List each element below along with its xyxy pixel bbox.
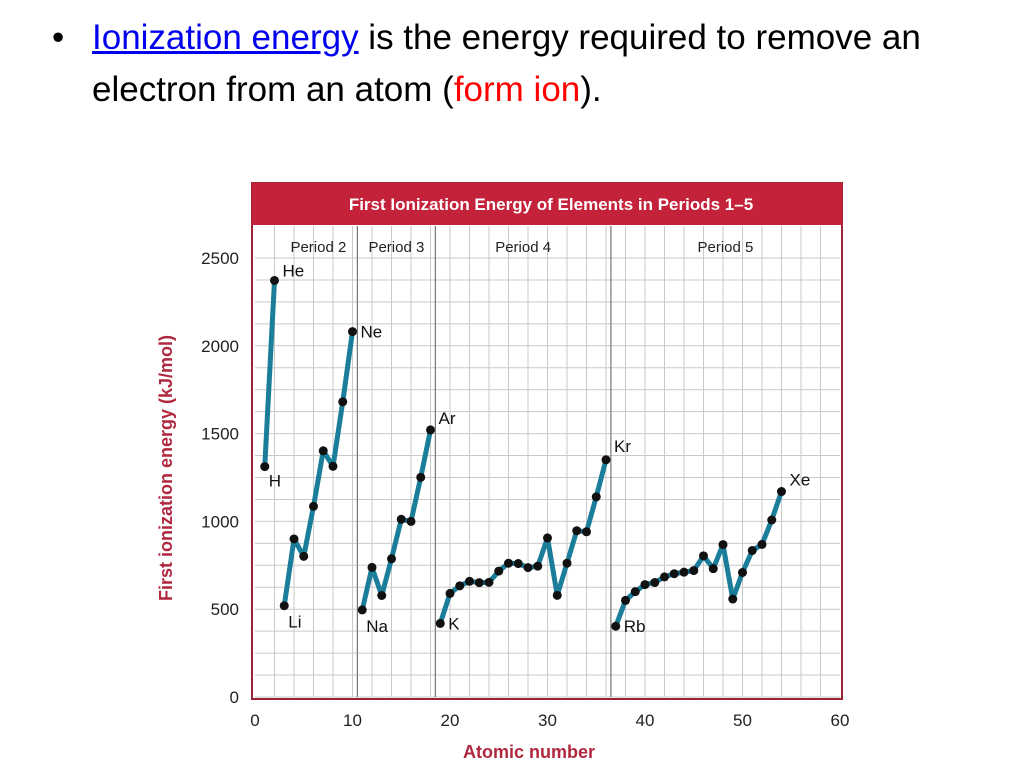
data-points [260,275,786,631]
data-point [289,534,299,544]
element-labels: H He Li Ne Na Ar K Kr Rb Xe [269,261,811,636]
data-point [309,501,318,511]
data-point [270,275,279,285]
x-tick-label: 40 [636,711,655,730]
x-tick-label: 30 [538,711,557,730]
data-point [523,563,533,573]
element-label: Ar [439,409,456,428]
period-label: Period 2 [290,239,346,256]
x-tick-label: 60 [831,711,850,730]
form-ion-highlight: form ion [453,70,581,109]
y-tick-label: 2000 [201,337,239,356]
data-point [708,564,718,574]
data-point [738,567,747,577]
definition-end: ). [580,70,602,109]
data-point [513,559,523,569]
element-label: K [448,614,460,633]
y-tick-label: 2500 [201,249,239,268]
data-point [396,514,406,524]
period-label: Period 5 [698,239,754,256]
x-tick-label: 50 [733,711,752,730]
data-point [630,587,640,597]
period-labels: Period 2 Period 3 Period 4 Period 5 [290,226,753,697]
data-point [406,516,416,526]
element-label: Rb [624,617,646,636]
data-point [348,327,357,337]
data-point [260,462,270,472]
data-point [747,546,757,556]
bullet-paragraph: • Ionization energy is the energy requir… [52,12,982,116]
x-tick-label: 20 [441,711,460,730]
data-point [494,566,504,576]
chart-title: First Ionization Energy of Elements in P… [349,195,753,214]
data-point [621,595,630,605]
bullet-point: • [52,18,65,57]
data-point [591,492,601,502]
data-point [474,578,484,588]
data-point [767,515,777,525]
y-tick-label: 1000 [201,512,239,531]
series-line [262,277,277,470]
element-label: Kr [614,437,631,456]
definition-text: is the energy required to remove an elec… [92,18,921,109]
data-point [543,533,552,543]
y-tick-label: 500 [211,600,239,619]
data-point [377,591,387,601]
data-point [699,551,708,561]
data-point [640,580,650,590]
x-tick-label: 10 [343,711,362,730]
y-tick-label: 1500 [201,425,239,444]
data-point [582,527,591,537]
data-point [728,594,738,604]
x-axis-title: Atomic number [463,742,595,762]
element-label: Ne [361,323,383,342]
period-label: Period 4 [495,239,551,256]
data-point [426,425,435,435]
ionization-energy-link[interactable]: Ionization energy [92,18,359,57]
y-tick-label: 0 [230,688,239,707]
data-point [757,539,767,549]
data-point [435,618,445,628]
element-label: He [283,261,305,280]
bullet-text: Ionization energy is the energy required… [92,12,982,116]
data-point [601,455,611,465]
data-point [318,446,328,456]
element-label: Li [288,613,301,632]
data-point [328,461,338,471]
data-point [718,540,728,550]
element-label: Xe [790,471,811,490]
data-point [611,621,621,631]
data-point [572,526,582,536]
data-point [357,605,367,615]
x-tick-label: 0 [250,711,259,730]
data-point [504,558,513,568]
data-point [279,601,289,611]
data-point [367,562,377,572]
data-point [689,566,699,576]
axis-ticks: 0 500 1000 1500 2000 2500 0 10 20 30 40 50 60 [201,249,849,730]
data-point [562,558,572,568]
y-axis-title: First ionization energy (kJ/mol) [156,335,176,601]
period-label: Period 3 [368,239,424,256]
data-point [465,576,474,586]
data-point [660,572,669,582]
data-point [650,578,660,588]
data-point [552,590,562,600]
data-point [669,569,679,579]
data-point [777,487,786,497]
data-point [416,472,426,482]
data-point [299,551,309,561]
data-point [679,567,689,577]
chart-title-bar [252,183,842,225]
element-label: Na [366,617,388,636]
data-point [455,581,465,591]
data-point [338,397,348,407]
element-label: H [269,472,281,491]
series-line [359,427,433,613]
data-point [533,561,543,571]
data-point [445,588,455,598]
data-point [484,577,494,587]
data-point [387,554,396,564]
